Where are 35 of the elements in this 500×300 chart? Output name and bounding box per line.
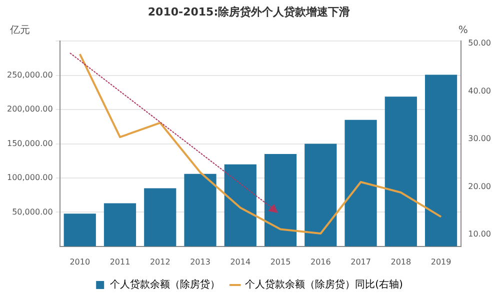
bar: [264, 154, 297, 246]
bar: [64, 214, 96, 246]
y-tick-label: 250,000.00: [6, 70, 53, 80]
y-axis-title: 亿元: [9, 24, 30, 36]
x-tick-label: 2013: [190, 257, 210, 266]
y2-tick-label: 40.00: [468, 86, 492, 96]
bar: [304, 144, 337, 246]
y2-tick-label: 50.00: [468, 38, 492, 48]
x-tick-label: 2015: [270, 257, 291, 266]
x-tick-label: 2014: [230, 257, 251, 266]
legend-label: 个人贷款余额（除房贷）同比(右轴): [245, 278, 403, 291]
bar: [384, 96, 417, 246]
y2-tick-label: 10.00: [468, 230, 492, 239]
bar: [184, 174, 216, 246]
x-tick-label: 2018: [390, 257, 412, 266]
y2-tick-label: 30.00: [468, 134, 492, 144]
x-tick-label: 2017: [350, 257, 371, 266]
x-tick-label: 2012: [150, 257, 170, 266]
bar: [144, 188, 176, 246]
legend-label: 个人贷款余额（除房贷）: [110, 278, 220, 291]
y2-axis-title: %: [458, 24, 468, 36]
y-tick-label: 150,000.00: [6, 138, 53, 148]
bar: [344, 120, 377, 246]
bar: [104, 203, 136, 246]
chart-title: 2010-2015:除房贷外个人贷款增速下滑: [148, 5, 350, 18]
x-tick-label: 2011: [110, 257, 130, 266]
y2-tick-label: 20.00: [468, 182, 492, 191]
bar: [424, 74, 458, 246]
x-tick-label: 2019: [430, 257, 452, 266]
bar: [224, 164, 256, 246]
y-tick-label: 50,000.00: [12, 207, 53, 216]
x-tick-label: 2016: [310, 257, 331, 266]
y-tick-label: 200,000.00: [6, 104, 53, 114]
y-tick-label: 100,000.00: [6, 173, 53, 182]
x-tick-label: 2010: [70, 257, 90, 266]
